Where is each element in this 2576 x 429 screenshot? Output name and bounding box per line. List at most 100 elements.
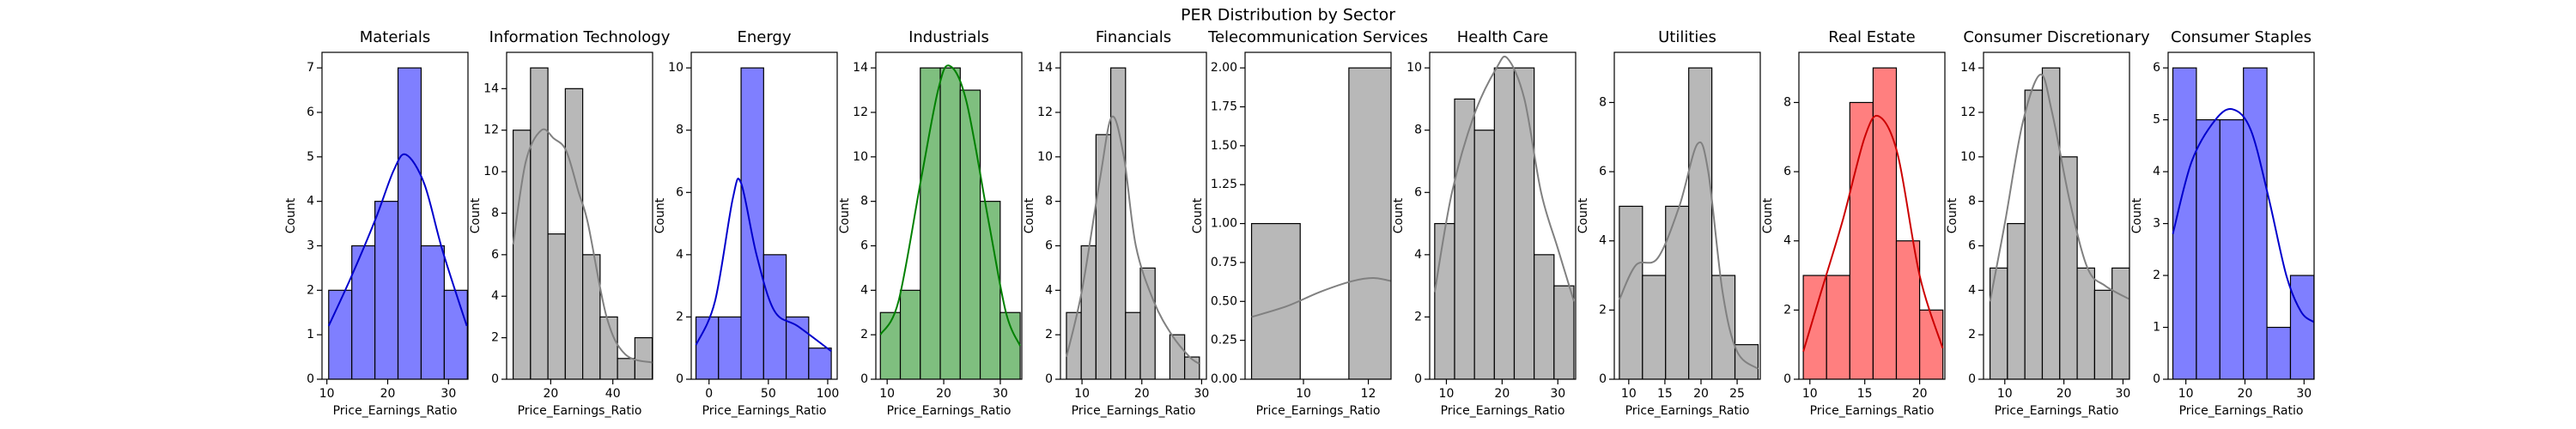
plot-area (1250, 67, 1391, 379)
histogram-bar (1095, 134, 1112, 379)
y-tick-label: 8 (491, 206, 499, 220)
y-tick-label: 8 (1968, 195, 1976, 208)
histogram-bar (1688, 67, 1713, 379)
y-axis-label: Count (2130, 197, 2144, 233)
histogram-bar (564, 88, 584, 379)
y-tick-label: 6 (2153, 61, 2160, 75)
y-tick-label: 2.00 (1211, 61, 1237, 75)
y-tick-label: 2 (1414, 310, 1422, 323)
x-tick-label: 10 (1621, 387, 1637, 401)
y-tick-label: 4 (1414, 248, 1422, 262)
axes-frame (2167, 51, 2315, 380)
y-axis-label: Count (1191, 197, 1205, 233)
x-axis-label: Price_Earnings_Ratio (1256, 404, 1381, 418)
x-tick-label: 12 (1361, 387, 1376, 401)
y-tick-label: 0 (2153, 372, 2160, 386)
histogram-bar (617, 358, 635, 379)
y-tick-label: 0 (1414, 372, 1422, 386)
histogram-bar (547, 233, 566, 379)
x-tick-label: 10 (1074, 387, 1090, 401)
subplot-title: Information Technology (489, 28, 671, 46)
x-tick-label: 20 (2238, 387, 2253, 401)
x-tick-label: 20 (1494, 387, 1510, 401)
y-tick-label: 0.00 (1211, 372, 1237, 386)
x-tick-label: 10 (1439, 387, 1455, 401)
kde-line (327, 153, 468, 327)
y-tick-label: 5 (307, 150, 314, 164)
subplot-title: Health Care (1457, 28, 1549, 46)
y-tick-label: 4 (491, 289, 499, 303)
y-tick-label: 14 (483, 82, 499, 95)
y-tick-label: 4 (1599, 234, 1607, 248)
kde-line (1065, 115, 1200, 365)
kde-line (2172, 108, 2314, 323)
histogram-bar (1734, 344, 1759, 379)
histogram-bar (328, 289, 353, 379)
kde-line (1618, 141, 1759, 370)
x-tick-label: 15 (1657, 387, 1673, 401)
y-tick-label: 2 (1599, 303, 1607, 317)
histogram-bar (920, 67, 941, 379)
histogram-bar (1434, 222, 1455, 379)
y-tick-label: 6 (1599, 165, 1607, 178)
subplot-title: Utilities (1658, 28, 1716, 46)
y-tick-label: 4 (1968, 283, 1976, 297)
y-tick-label: 10 (483, 165, 499, 178)
y-tick-label: 2 (2153, 269, 2160, 282)
subplot: 10 20 30 0 2 4 6 8 10 12 14 Consumer Discretionary P… (1946, 28, 2150, 418)
y-tick-label: 12 (483, 124, 499, 137)
subplot: 20 40 0 2 4 6 8 10 12 14 Information Technology Pri… (469, 28, 671, 418)
subplot: 10 20 30 0 2 4 6 8 10 12 14 Industrials Price_Earnin… (838, 28, 1023, 418)
y-tick-label: 0 (676, 372, 683, 386)
y-tick-label: 4 (676, 248, 683, 262)
y-tick-label: 10 (668, 61, 683, 75)
histogram-bar (2093, 289, 2113, 379)
y-tick-label: 0 (1599, 372, 1607, 386)
x-axis-label: Price_Earnings_Ratio (702, 404, 827, 418)
x-tick-label: 20 (1912, 387, 1928, 401)
y-tick-label: 6 (1414, 185, 1422, 199)
y-tick-label: 6 (676, 185, 683, 199)
histogram-bar (2219, 119, 2245, 379)
subplot-title: Energy (737, 28, 791, 46)
y-tick-label: 6 (307, 106, 314, 119)
y-axis-label: Count (1023, 197, 1036, 233)
kde-line (1433, 55, 1576, 302)
subplot-title: Consumer Staples (2171, 28, 2312, 46)
x-axis-label: Price_Earnings_Ratio (1995, 404, 2119, 418)
histogram-bar (1534, 254, 1555, 379)
histogram-bar (1642, 275, 1667, 379)
histogram-bar (2076, 267, 2095, 379)
x-tick-label: 20 (1134, 387, 1150, 401)
histogram-bar (1080, 245, 1097, 379)
y-tick-label: 4 (860, 283, 868, 297)
x-tick-label: 100 (817, 387, 840, 401)
x-tick-label: 40 (605, 387, 621, 401)
y-tick-label: 0.50 (1211, 294, 1237, 308)
x-axis-label: Price_Earnings_Ratio (333, 404, 458, 418)
subplot: 10 15 20 0 2 4 6 8 Real Estate Price_Earnings_Rat… (1761, 28, 1946, 418)
y-tick-label: 6 (491, 248, 499, 262)
subplot: 0 50 100 0 2 4 6 8 10 Energy Price_Earnings_Ratio C… (653, 28, 839, 418)
histogram-bar (2243, 67, 2268, 379)
histogram-bar (2172, 67, 2197, 379)
y-tick-label: 0 (307, 372, 314, 386)
x-tick-label: 10 (1997, 387, 2013, 401)
y-tick-label: 8 (676, 124, 683, 137)
y-tick-label: 12 (1960, 106, 1976, 119)
x-axis-label: Price_Earnings_Ratio (1441, 404, 1565, 418)
histogram-bar (512, 130, 532, 379)
y-tick-label: 12 (853, 106, 868, 119)
y-tick-label: 2 (860, 328, 868, 341)
y-tick-label: 2 (1968, 328, 1976, 341)
histogram-bar (1493, 67, 1516, 379)
kde-line (1989, 73, 2129, 302)
subplot: 10 15 20 25 0 2 4 6 8 Utilities Price_Earnings_Rat… (1577, 28, 1761, 418)
y-tick-label: 1 (307, 328, 314, 341)
kde-line (512, 128, 653, 364)
y-tick-label: 1.00 (1211, 217, 1237, 231)
histogram-bar (1802, 275, 1827, 379)
histogram-bar (979, 201, 1001, 379)
histogram-bar (397, 67, 422, 379)
x-axis-label: Price_Earnings_Ratio (1810, 404, 1935, 418)
